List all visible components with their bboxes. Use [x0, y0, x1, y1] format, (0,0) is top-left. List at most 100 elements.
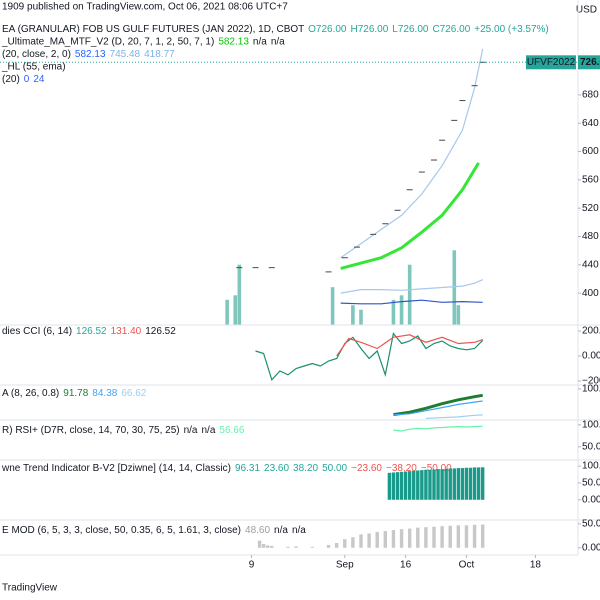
- y-tick-label: 200.00: [582, 326, 600, 337]
- legend-item: 48.60: [245, 525, 270, 536]
- legend-item: n/a: [184, 425, 198, 436]
- volume-bar: [391, 299, 396, 325]
- legend-item: 56.66: [219, 425, 244, 436]
- footer-brand: TradingView: [2, 583, 58, 594]
- y-tick-label: 400: [582, 288, 599, 299]
- legend-line: dies CCI (6, 14) 126.52 131.40 126.52: [2, 326, 176, 337]
- indicator-bar: [270, 545, 274, 548]
- y-tick-label: −200: [582, 376, 600, 387]
- series-line: [336, 334, 483, 357]
- indicator-bar: [310, 546, 315, 548]
- indicator-bar: [476, 467, 481, 500]
- legend-item: H726.00: [350, 24, 388, 35]
- y-tick-label: 0.00: [582, 494, 600, 505]
- indicator-bar: [432, 526, 436, 548]
- legend-item: (20): [2, 74, 20, 85]
- legend-item: 0: [24, 74, 30, 85]
- series-line: [425, 414, 483, 419]
- volume-bar: [452, 250, 457, 325]
- legend-item: E MOD (6, 5, 3, 3, close, 50, 0.35, 6, 5…: [2, 525, 241, 536]
- indicator-bar: [448, 468, 452, 500]
- legend-item: (20, close, 2, 0): [2, 49, 71, 60]
- indicator-bar: [448, 525, 452, 548]
- legend-line: (20, close, 2, 0) 582.13 745.48 418.77: [2, 49, 175, 60]
- y-tick-label: 640: [582, 118, 599, 129]
- indicator-bar: [456, 525, 461, 548]
- indicator-bar: [387, 472, 392, 500]
- x-tick-label: Oct: [459, 560, 475, 571]
- indicator-bar: [359, 534, 363, 548]
- volume-bar: [330, 287, 335, 325]
- indicator-bar: [444, 468, 448, 500]
- legend-item: R) RSI+ (D7R, close, 14, 70, 30, 75, 25): [2, 425, 180, 436]
- indicator-bar: [383, 531, 388, 548]
- legend-item: 582.13: [75, 49, 106, 60]
- symbol-tag-box: [526, 55, 576, 70]
- indicator-bar: [456, 468, 461, 500]
- indicator-bar: [412, 470, 416, 500]
- legend-item: 91.78: [63, 388, 88, 399]
- series-line: [393, 400, 483, 416]
- indicator-bar: [403, 471, 408, 500]
- legend-line: E MOD (6, 5, 3, 3, close, 50, 0.35, 6, 5…: [2, 525, 306, 536]
- y-tick-label: 100.00: [582, 461, 600, 472]
- currency: USD: [576, 5, 597, 16]
- y-tick-label: 480: [582, 231, 599, 242]
- legend-line: _Ultimate_MA_MTF_V2 (D, 20, 7, 1, 2, 50,…: [1, 36, 285, 47]
- indicator-bar: [399, 529, 404, 548]
- indicator-bar: [326, 544, 331, 548]
- indicator-bar: [440, 526, 444, 548]
- y-tick-label: 50.00: [582, 441, 600, 452]
- symbol-tag: UFVF2022: [527, 57, 576, 68]
- volume-bar: [407, 264, 412, 325]
- volume-bar: [351, 305, 355, 325]
- legend-item: _Ultimate_MA_MTF_V2 (D, 20, 7, 1, 2, 50,…: [1, 36, 214, 47]
- legend-item: L726.00: [392, 24, 429, 35]
- legend-item: 131.40: [111, 326, 142, 337]
- legend-line: A (8, 26, 0.8) 91.78 84.38 66.62: [2, 388, 147, 399]
- indicator-bar: [428, 469, 432, 500]
- legend-item: 24: [33, 74, 45, 85]
- indicator-bar: [351, 537, 355, 548]
- y-tick-label: 520: [582, 203, 599, 214]
- legend-line: R) RSI+ (D7R, close, 14, 70, 30, 75, 25)…: [2, 425, 245, 436]
- volume-bar: [233, 295, 238, 325]
- legend-item: n/a: [202, 425, 216, 436]
- y-tick-label: 100.00: [582, 419, 600, 430]
- indicator-bar: [294, 546, 298, 548]
- series-line: [255, 332, 484, 381]
- legend-item: 66.62: [121, 388, 146, 399]
- indicator-bar: [440, 469, 444, 500]
- legend-item: O726.00: [308, 24, 347, 35]
- legend-item: 126.52: [76, 326, 107, 337]
- price-tag-box: [578, 55, 600, 70]
- legend-item: dies CCI (6, 14): [2, 326, 72, 337]
- legend-item: −23.60: [351, 463, 382, 474]
- x-tick-label: Sep: [336, 560, 354, 571]
- published-note: 1909 published on TradingView.com, Oct 0…: [2, 2, 288, 13]
- indicator-bar: [391, 472, 396, 500]
- legend-item: −38.20: [386, 463, 417, 474]
- indicator-bar: [420, 470, 424, 500]
- legend-item: 96.31: [235, 463, 260, 474]
- legend-item: 38.20: [293, 463, 318, 474]
- volume-bar: [359, 309, 363, 325]
- y-tick-label: 600: [582, 146, 599, 157]
- indicator-bar: [399, 471, 404, 500]
- legend-item: _HL (55, ema): [1, 61, 66, 72]
- indicator-bar: [424, 469, 428, 500]
- x-tick-label: 9: [249, 560, 255, 571]
- indicator-bar: [464, 525, 469, 548]
- volume-bar: [456, 305, 461, 325]
- legend-item: EA (GRANULAR) FOB US GULF FUTURES (JAN 2…: [2, 24, 304, 35]
- indicator-bar: [472, 467, 477, 500]
- legend-line: _HL (55, ema): [1, 61, 66, 72]
- legend-item: A (8, 26, 0.8): [2, 388, 59, 399]
- y-tick-label: 440: [582, 259, 599, 270]
- legend-item: n/a: [292, 525, 306, 536]
- legend-line: EA (GRANULAR) FOB US GULF FUTURES (JAN 2…: [2, 24, 549, 35]
- indicator-bar: [391, 530, 396, 548]
- indicator-bar: [424, 527, 428, 548]
- volume-bar: [237, 264, 242, 325]
